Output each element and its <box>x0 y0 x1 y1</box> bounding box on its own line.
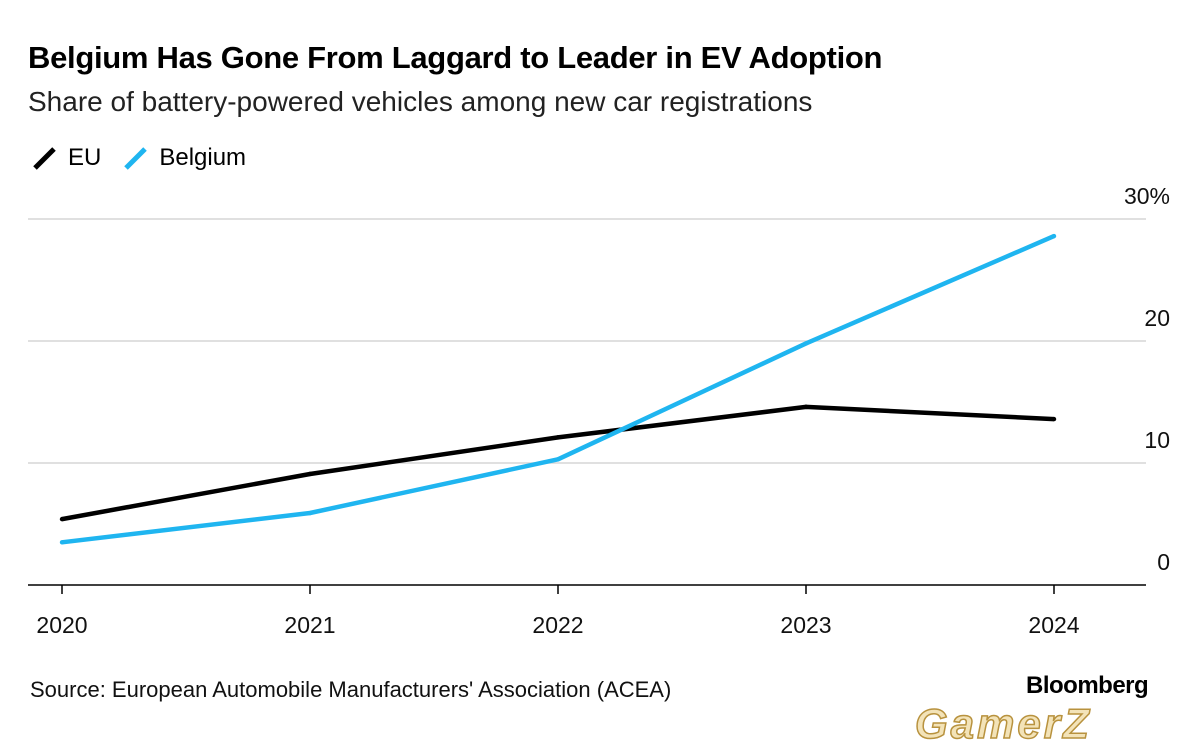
data-point-eu-2023 <box>803 404 809 410</box>
data-point-eu-2020 <box>59 516 65 522</box>
bloomberg-logo: Bloomberg <box>1026 672 1149 699</box>
x-tick-label-2022: 2022 <box>532 612 583 638</box>
x-tick-label-2021: 2021 <box>284 612 335 638</box>
data-point-belgium-2024 <box>1051 233 1057 239</box>
source-note: Source: European Automobile Manufacturer… <box>30 677 672 702</box>
data-point-belgium-2020 <box>59 540 65 545</box>
y-tick-label-20: 20 <box>1144 305 1170 331</box>
legend-item-eu: EU <box>30 143 101 173</box>
legend: EU Belgium <box>30 143 266 173</box>
data-point-belgium-2021 <box>307 510 313 516</box>
data-point-eu-2024 <box>1051 416 1057 422</box>
data-point-eu-2022 <box>555 435 561 440</box>
chart-subtitle: Share of battery-powered vehicles among … <box>28 86 813 117</box>
x-tick-label-2024: 2024 <box>1028 612 1079 638</box>
legend-label-eu: EU <box>68 144 102 171</box>
data-point-belgium-2022 <box>555 457 561 462</box>
gamerz-watermark: GamerZ <box>914 700 1092 747</box>
series-line-belgium <box>61 234 1055 545</box>
y-tick-label-0: 0 <box>1157 549 1170 575</box>
data-point-belgium-2023 <box>803 341 809 346</box>
legend-swatch-belgium <box>124 147 148 170</box>
legend-item-belgium: Belgium <box>121 143 246 173</box>
legend-label-belgium: Belgium <box>159 144 247 171</box>
x-tick-label-2020: 2020 <box>36 612 87 638</box>
legend-swatch-eu <box>33 147 56 170</box>
y-tick-label-10: 10 <box>1144 427 1170 453</box>
x-tick-label-2023: 2023 <box>780 612 831 638</box>
chart-title: Belgium Has Gone From Laggard to Leader … <box>28 40 883 75</box>
y-tick-label-30: 30% <box>1124 183 1170 209</box>
data-point-eu-2021 <box>307 471 313 477</box>
